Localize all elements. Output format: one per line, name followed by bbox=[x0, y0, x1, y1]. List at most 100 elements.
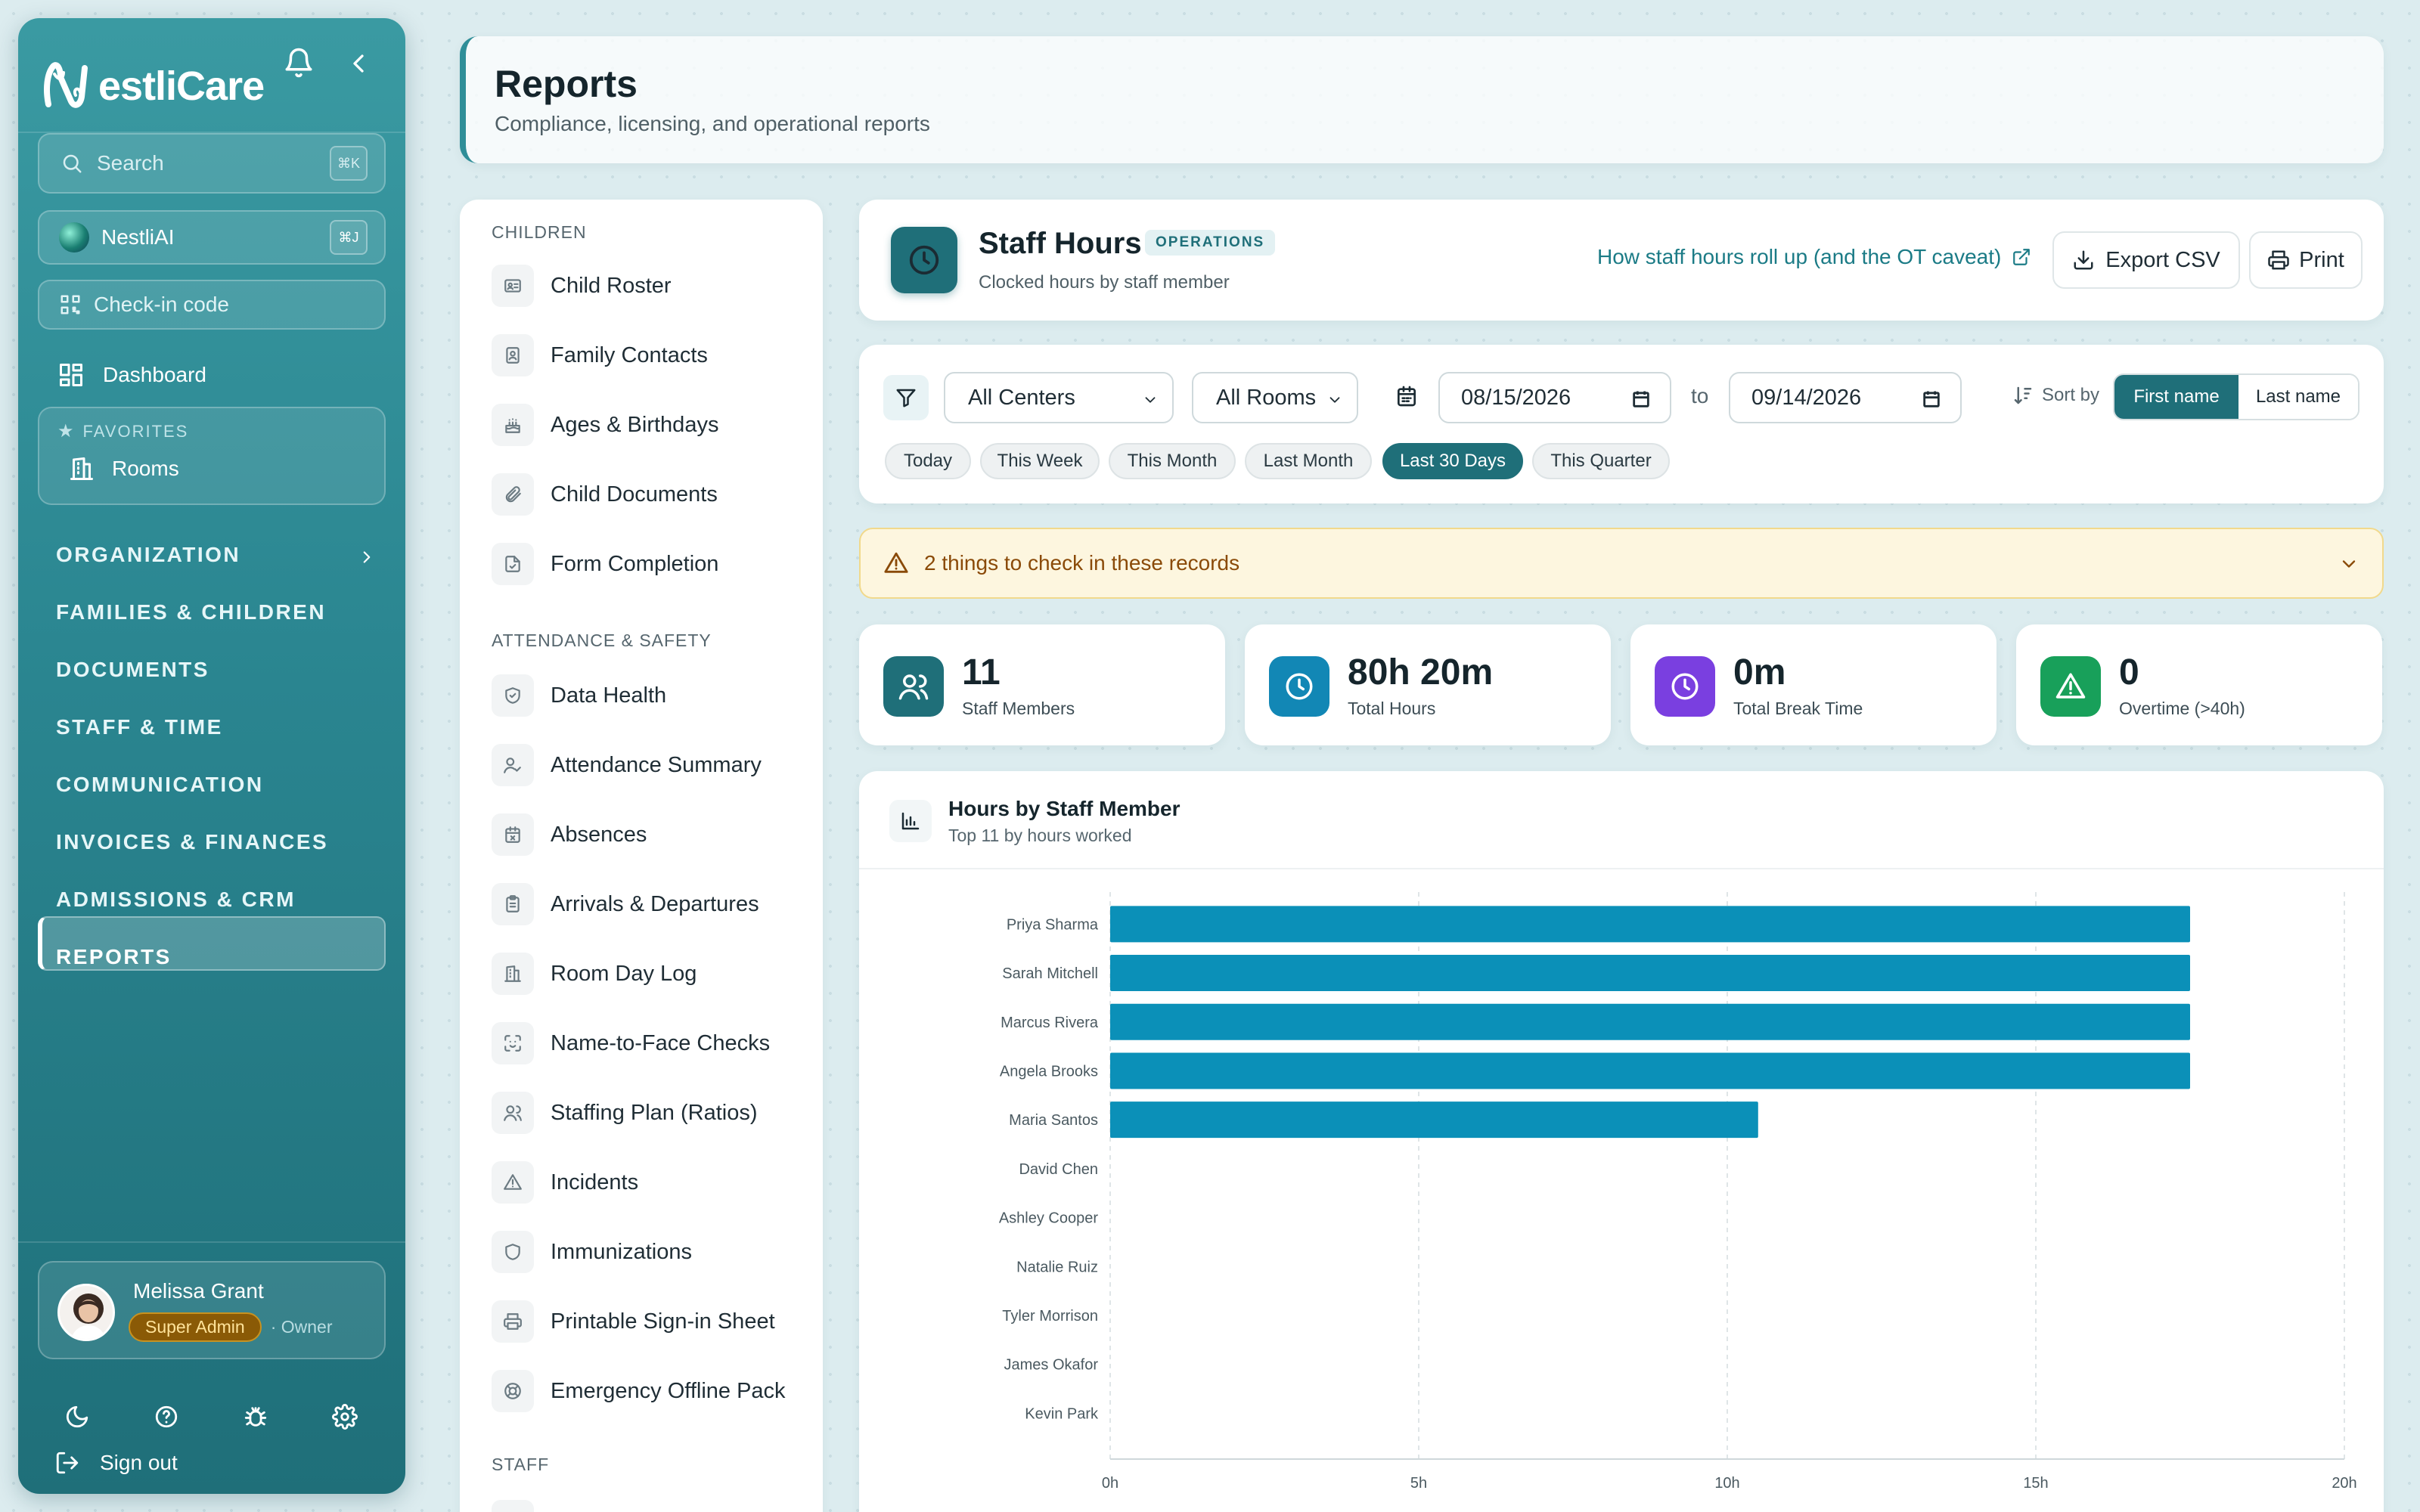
report-label: Attendance Summary bbox=[551, 752, 762, 777]
nav-admissions-crm[interactable]: ADMISSIONS & CRM bbox=[56, 888, 296, 911]
range-today[interactable]: Today bbox=[885, 443, 971, 479]
nav-invoices-finances[interactable]: INVOICES & FINANCES bbox=[56, 830, 329, 854]
nav-reports-active[interactable] bbox=[38, 916, 386, 971]
bell-icon[interactable] bbox=[283, 47, 315, 79]
report-label: Data Health bbox=[551, 683, 667, 708]
report-immunizations[interactable]: Immunizations bbox=[492, 1228, 809, 1276]
range-label: Last Month bbox=[1263, 451, 1354, 471]
report-incidents[interactable]: Incidents bbox=[492, 1158, 809, 1207]
building-icon bbox=[70, 457, 93, 480]
report-staffing-plan[interactable]: Staffing Plan (Ratios) bbox=[492, 1089, 809, 1137]
x-tick-label: 5h bbox=[1410, 1475, 1427, 1492]
report-room-day-log[interactable]: Room Day Log bbox=[492, 950, 809, 998]
avatar bbox=[57, 1284, 115, 1341]
report-label: Incidents bbox=[551, 1170, 639, 1194]
users-icon bbox=[883, 656, 944, 717]
checkin-code-button[interactable]: Check-in code bbox=[38, 280, 386, 330]
range-last-month[interactable]: Last Month bbox=[1245, 443, 1372, 479]
report-form-completion[interactable]: Form Completion bbox=[492, 540, 809, 588]
search-icon bbox=[63, 154, 82, 173]
sort-toggle: First name Last name bbox=[2113, 373, 2360, 420]
report-bug-button[interactable] bbox=[233, 1394, 278, 1439]
report-printable-sign-in-sheet[interactable]: Printable Sign-in Sheet bbox=[492, 1297, 809, 1346]
report-data-health[interactable]: Data Health bbox=[492, 671, 809, 720]
shield-check-icon bbox=[492, 674, 534, 717]
y-tick-label: Maria Santos bbox=[1009, 1112, 1098, 1129]
help-link[interactable]: How staff hours roll up (and the OT cave… bbox=[1597, 245, 2031, 269]
chart-title: Hours by Staff Member bbox=[948, 797, 1181, 820]
calendar-x-icon bbox=[492, 813, 534, 856]
favorite-rooms-label: Rooms bbox=[112, 457, 179, 480]
nav-documents[interactable]: DOCUMENTS bbox=[56, 658, 209, 681]
bar bbox=[1110, 1101, 1758, 1139]
sign-out-label: Sign out bbox=[100, 1451, 178, 1474]
sign-out-button[interactable]: Sign out bbox=[54, 1450, 178, 1476]
nav-organization[interactable]: ORGANIZATION bbox=[56, 543, 241, 566]
nestliai-button[interactable]: NestliAI ⌘J bbox=[38, 210, 386, 265]
nav-dashboard[interactable]: Dashboard bbox=[57, 355, 206, 395]
bar bbox=[1110, 1052, 2190, 1089]
favorite-item-rooms[interactable]: Rooms bbox=[68, 455, 179, 482]
report-emergency-offline-pack[interactable]: Emergency Offline Pack bbox=[492, 1367, 809, 1415]
report-title: Staff Hours bbox=[979, 227, 1142, 260]
report-icon bbox=[891, 227, 957, 293]
date-to-input[interactable]: 09/14/2026 bbox=[1729, 372, 1962, 423]
moon-icon bbox=[66, 1405, 88, 1428]
range-label: This Quarter bbox=[1550, 451, 1652, 471]
range-this-week[interactable]: This Week bbox=[980, 443, 1100, 479]
report-attendance-summary[interactable]: Attendance Summary bbox=[492, 741, 809, 789]
date-from-value: 08/15/2026 bbox=[1461, 385, 1571, 410]
export-csv-button[interactable]: Export CSV bbox=[2052, 231, 2240, 289]
help-link-label: How staff hours roll up (and the OT cave… bbox=[1597, 245, 2002, 268]
center-select[interactable]: All Centers bbox=[944, 372, 1174, 423]
ai-orb-icon bbox=[59, 222, 89, 253]
report-child-roster[interactable]: Child Roster bbox=[492, 262, 809, 310]
star-icon: ★ bbox=[57, 421, 76, 442]
settings-button[interactable] bbox=[322, 1394, 368, 1439]
paperclip-icon bbox=[492, 473, 534, 516]
room-select[interactable]: All Rooms bbox=[1192, 372, 1358, 423]
report-label: Child Roster bbox=[551, 273, 672, 298]
qr-code-icon bbox=[60, 295, 80, 314]
range-label: This Week bbox=[997, 451, 1083, 471]
range-this-month[interactable]: This Month bbox=[1109, 443, 1236, 479]
chevron-left-icon[interactable] bbox=[343, 48, 374, 79]
report-family-contacts[interactable]: Family Contacts bbox=[492, 331, 809, 380]
nav-reports[interactable]: REPORTS bbox=[56, 945, 172, 968]
report-arrivals-departures[interactable]: Arrivals & Departures bbox=[492, 880, 809, 928]
theme-toggle[interactable] bbox=[54, 1394, 100, 1439]
search-input[interactable]: Search ⌘K bbox=[38, 133, 386, 194]
user-card[interactable]: Melissa Grant Super Admin · Owner bbox=[38, 1261, 386, 1359]
favorites-panel: ★ FAVORITES Rooms bbox=[38, 407, 386, 505]
nav-staff-time[interactable]: STAFF & TIME bbox=[56, 715, 223, 739]
alert-text: 2 things to check in these records bbox=[924, 551, 1240, 575]
report-name-to-face-checks[interactable]: Name-to-Face Checks bbox=[492, 1019, 809, 1067]
date-range-separator: to bbox=[1691, 384, 1709, 407]
nav-communication[interactable]: COMMUNICATION bbox=[56, 773, 264, 796]
app-logo[interactable]: estliCare bbox=[41, 41, 389, 132]
sort-last-name[interactable]: Last name bbox=[2238, 375, 2358, 419]
report-label: Absences bbox=[551, 822, 647, 847]
chevron-right-icon[interactable] bbox=[357, 547, 377, 567]
date-from-input[interactable]: 08/15/2026 bbox=[1438, 372, 1671, 423]
report-label: Arrivals & Departures bbox=[551, 891, 759, 916]
sort-first-name[interactable]: First name bbox=[2114, 375, 2238, 419]
print-button[interactable]: Print bbox=[2249, 231, 2363, 289]
printer-icon bbox=[492, 1300, 534, 1343]
records-alert[interactable]: 2 things to check in these records bbox=[859, 528, 2384, 599]
filter-icon[interactable] bbox=[883, 375, 929, 420]
nav-families-children[interactable]: FAMILIES & CHILDREN bbox=[56, 600, 327, 624]
calendar-picker-icon bbox=[1633, 391, 1649, 407]
sort-control: Sort by bbox=[2012, 384, 2099, 407]
report-absences[interactable]: Absences bbox=[492, 810, 809, 859]
bar bbox=[1110, 955, 2190, 992]
report-tag: OPERATIONS bbox=[1145, 230, 1276, 256]
report-ages-birthdays[interactable]: Ages & Birthdays bbox=[492, 401, 809, 449]
sort-icon bbox=[2014, 386, 2032, 404]
stat-label: Staff Members bbox=[962, 699, 1075, 718]
range-this-quarter[interactable]: This Quarter bbox=[1532, 443, 1670, 479]
report-child-documents[interactable]: Child Documents bbox=[492, 470, 809, 519]
help-button[interactable] bbox=[144, 1394, 189, 1439]
stat-card-total-hours: 80h 20m Total Hours bbox=[1245, 624, 1611, 745]
range-last-30-days[interactable]: Last 30 Days bbox=[1382, 443, 1523, 479]
